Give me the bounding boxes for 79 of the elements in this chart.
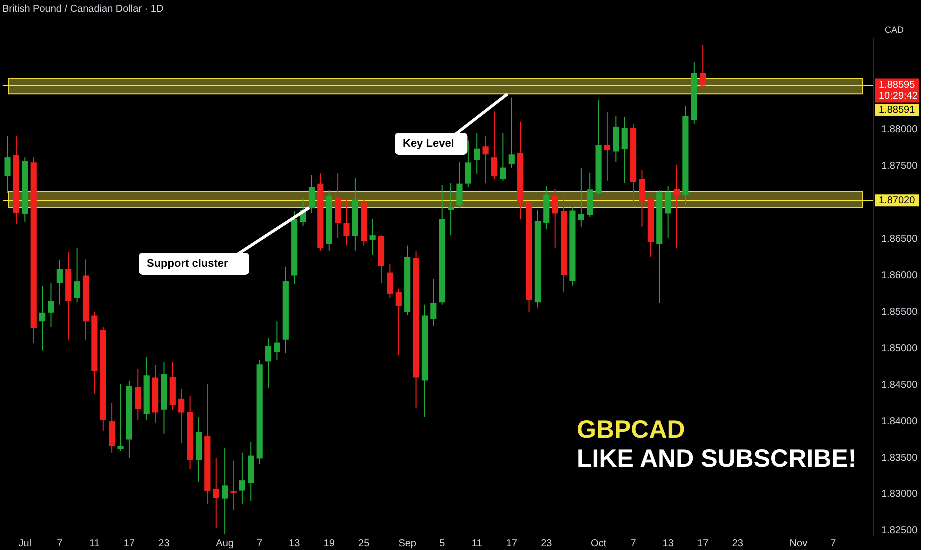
x-tick-label: Sep bbox=[398, 538, 417, 550]
candlestick bbox=[74, 247, 80, 304]
x-tick-label: 7 bbox=[630, 538, 637, 550]
candlestick bbox=[40, 285, 46, 352]
candlestick bbox=[308, 174, 316, 214]
x-tick-label: 7 bbox=[830, 538, 837, 550]
chart-title: British Pound / Canadian Dollar · 1D bbox=[2, 4, 164, 15]
candlestick bbox=[230, 460, 237, 511]
candlestick bbox=[222, 448, 228, 536]
candlestick bbox=[604, 112, 611, 182]
candlestick bbox=[508, 97, 515, 170]
candlestick bbox=[370, 219, 376, 256]
y-tick-label: 1.85500 bbox=[882, 306, 918, 318]
y-tick-label: 1.88000 bbox=[882, 124, 918, 136]
candlestick bbox=[387, 264, 394, 299]
x-tick-label: Oct bbox=[591, 538, 607, 550]
text: 10:29:42 bbox=[879, 90, 918, 102]
x-tick-label: 11 bbox=[472, 538, 483, 550]
candlestick bbox=[448, 182, 454, 236]
x-tick-label: 7 bbox=[57, 538, 64, 550]
candlestick bbox=[4, 136, 11, 194]
x-tick-label: 7 bbox=[257, 538, 264, 550]
candlestick bbox=[491, 111, 498, 180]
candlestick bbox=[465, 140, 472, 188]
candlestick bbox=[482, 136, 489, 184]
candlestick bbox=[213, 457, 220, 528]
candlestick bbox=[674, 164, 680, 248]
x-tick-label: 25 bbox=[358, 538, 370, 550]
candlestick bbox=[456, 161, 463, 208]
x-tick-label: 17 bbox=[124, 538, 136, 550]
candlestick bbox=[474, 133, 480, 175]
text: CAD bbox=[885, 25, 904, 35]
x-tick-label: 13 bbox=[289, 538, 301, 550]
x-tick-label: 19 bbox=[324, 538, 336, 550]
y-tick-label: 1.85000 bbox=[882, 343, 918, 354]
band-label: Support cluster bbox=[147, 258, 230, 270]
candlestick bbox=[552, 188, 558, 248]
y-tick-label: 1.83500 bbox=[882, 452, 918, 464]
candlestick bbox=[639, 169, 646, 228]
x-tick-label: 5 bbox=[440, 538, 446, 550]
candlestick bbox=[578, 168, 584, 228]
annotation: GBPCAD bbox=[577, 416, 686, 444]
candlestick bbox=[178, 388, 185, 444]
candlestick bbox=[396, 288, 402, 356]
text: 1.88595 bbox=[879, 80, 916, 91]
x-tick-label: Nov bbox=[790, 538, 808, 550]
candlestick bbox=[700, 44, 706, 88]
candlestick bbox=[622, 116, 628, 184]
candlestick bbox=[274, 321, 280, 361]
candlestick bbox=[344, 199, 350, 246]
x-tick-label: 23 bbox=[541, 538, 553, 550]
y-tick-label: 1.84500 bbox=[882, 380, 918, 391]
x-tick-label: 23 bbox=[732, 538, 744, 550]
x-tick-label: Jul bbox=[18, 538, 32, 550]
y-tick-label: 1.82500 bbox=[882, 526, 918, 537]
x-tick-label: Aug bbox=[216, 538, 234, 550]
candlestick bbox=[48, 282, 54, 328]
candlestick bbox=[665, 186, 672, 240]
x-tick-label: 11 bbox=[90, 538, 100, 550]
y-tick-label: 1.83000 bbox=[882, 489, 918, 500]
candlestick bbox=[135, 368, 142, 421]
candlestick bbox=[430, 278, 437, 327]
ref-line-label: 1.88591 bbox=[879, 105, 916, 116]
y-tick-label: 1.84000 bbox=[882, 416, 918, 428]
x-tick-label: 13 bbox=[662, 538, 674, 550]
ref-line-label: 1.87020 bbox=[879, 196, 916, 207]
band-label: Key Level bbox=[403, 138, 454, 150]
y-tick-label: 1.86500 bbox=[882, 234, 918, 246]
y-tick-label: 1.87500 bbox=[882, 161, 918, 172]
candlestick bbox=[265, 338, 272, 388]
candlestick bbox=[500, 133, 506, 182]
candlestick bbox=[239, 452, 246, 504]
x-tick-label: 23 bbox=[158, 538, 170, 550]
annotation: LIKE AND SUBSCRIBE! bbox=[577, 445, 857, 473]
candlestick bbox=[56, 260, 63, 306]
x-tick-label: 17 bbox=[698, 538, 710, 550]
candlestick bbox=[118, 384, 124, 452]
y-tick-label: 1.86000 bbox=[882, 270, 918, 282]
x-tick-label: 17 bbox=[506, 538, 518, 550]
